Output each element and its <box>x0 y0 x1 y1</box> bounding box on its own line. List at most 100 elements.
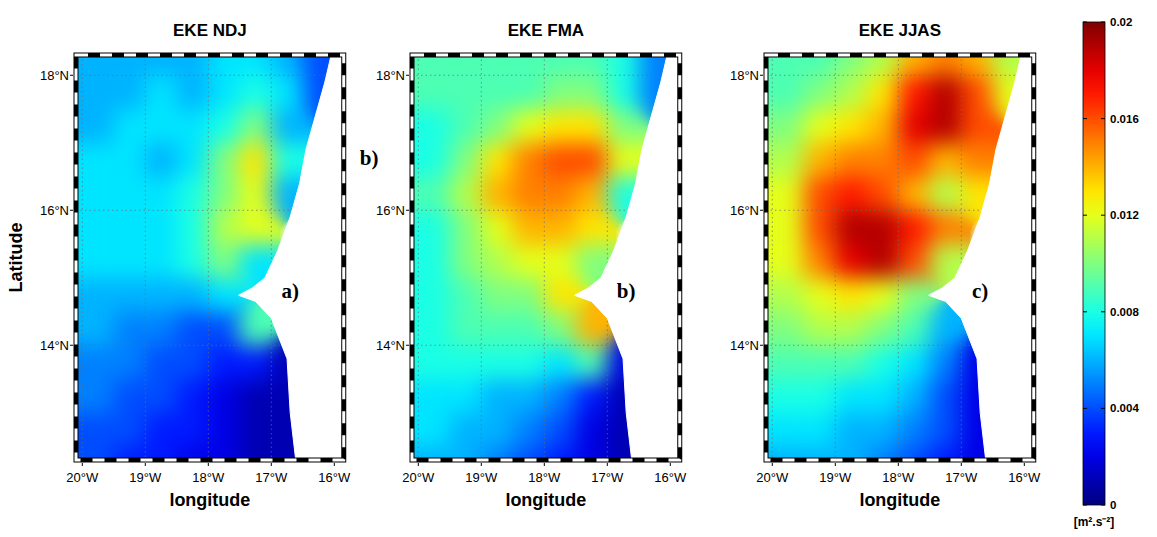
tick <box>145 463 146 466</box>
eke-cell <box>898 109 930 143</box>
eke-cell <box>114 210 146 244</box>
eke-cell <box>114 55 146 76</box>
x-tick-label: 20°W <box>402 470 435 485</box>
plot-area <box>76 55 344 460</box>
eke-cell <box>145 210 177 244</box>
panel: 20°W19°W18°W17°W16°W14°N16°N18°NEKE NDJl… <box>6 21 378 510</box>
eke-cell <box>177 278 209 312</box>
eke-cell <box>114 278 146 312</box>
eke-cell <box>867 210 899 244</box>
frame-dash <box>766 55 1034 460</box>
eke-cell <box>481 312 513 346</box>
eke-cell <box>177 75 209 109</box>
eke-cell <box>82 75 114 109</box>
eke-cell <box>240 312 272 346</box>
eke-cell <box>867 278 899 312</box>
eke-cell <box>867 312 899 346</box>
panel: 20°W19°W18°W17°W16°W14°N16°N18°NEKE FMAl… <box>376 21 700 510</box>
eke-cell <box>145 345 177 379</box>
eke-cell <box>930 345 962 379</box>
eke-cell <box>835 244 867 278</box>
eke-cell <box>513 345 545 379</box>
eke-cell <box>898 55 930 76</box>
y-tick-label: 16°N <box>730 203 759 218</box>
eke-cell <box>961 75 993 109</box>
eke-cell <box>867 55 899 76</box>
eke-cell <box>450 312 482 346</box>
eke-cell <box>418 312 450 346</box>
eke-cell <box>145 55 177 76</box>
panel-title: EKE FMA <box>508 21 585 40</box>
eke-cell <box>481 55 513 76</box>
eke-cell <box>240 345 272 379</box>
eke-cell <box>114 109 146 143</box>
eke-cell <box>450 210 482 244</box>
eke-cell <box>772 55 804 76</box>
x-tick-label: 17°W <box>255 470 288 485</box>
eke-cell <box>513 55 545 76</box>
y-tick-label: 14°N <box>730 338 759 353</box>
eke-cell <box>867 244 899 278</box>
eke-cell <box>930 143 962 177</box>
eke-cell <box>772 143 804 177</box>
y-axis-title: Latitude <box>6 223 26 293</box>
eke-cell <box>835 379 867 413</box>
land <box>929 55 1034 460</box>
eke-cell <box>450 55 482 76</box>
eke-cell <box>513 278 545 312</box>
eke-cell <box>898 278 930 312</box>
eke-cell <box>804 210 836 244</box>
x-tick-label: 18°W <box>528 470 561 485</box>
colorbar-tick-label: 0.016 <box>1110 113 1139 125</box>
eke-cell <box>576 210 608 244</box>
eke-cell <box>835 413 867 447</box>
eke-cell <box>772 244 804 278</box>
tick <box>208 463 209 466</box>
grid-line <box>607 55 608 460</box>
eke-cell <box>240 143 272 177</box>
eke-cell <box>513 413 545 447</box>
eke-cell <box>145 379 177 413</box>
frame <box>76 55 344 460</box>
colorbar-tick-label: 0.012 <box>1110 209 1139 221</box>
figure-svg: 20°W19°W18°W17°W16°W14°N16°N18°NEKE NDJl… <box>0 0 1157 537</box>
eke-cell <box>772 379 804 413</box>
eke-cell <box>835 55 867 76</box>
eke-cell <box>772 109 804 143</box>
eke-cell <box>418 143 450 177</box>
eke-cell <box>177 143 209 177</box>
eke-cell <box>544 345 576 379</box>
eke-cell <box>450 109 482 143</box>
x-tick-label: 17°W <box>591 470 624 485</box>
eke-cell <box>898 345 930 379</box>
eke-cell <box>513 143 545 177</box>
eke-cell <box>576 312 608 346</box>
eke-cell <box>898 312 930 346</box>
colorbar-tick-label: 0.004 <box>1110 402 1139 414</box>
tick <box>70 210 73 211</box>
grid-line <box>145 55 146 460</box>
tick <box>670 463 671 466</box>
y-tick-label: 14°N <box>40 338 69 353</box>
x-axis-title: longitude <box>859 490 940 510</box>
eke-cell <box>513 244 545 278</box>
eke-cell <box>418 413 450 447</box>
eke-cell <box>82 278 114 312</box>
eke-cell <box>867 177 899 211</box>
colorbar-tick <box>1083 408 1087 409</box>
eke-cell <box>930 55 962 76</box>
eke-cell <box>82 379 114 413</box>
grid-line <box>961 55 962 460</box>
x-tick-label: 19°W <box>465 470 498 485</box>
tick <box>406 210 409 211</box>
colorbar-tick <box>1083 118 1087 119</box>
eke-cell <box>481 75 513 109</box>
colorbar-tick <box>1101 408 1105 409</box>
tick <box>772 463 773 466</box>
eke-cell <box>930 177 962 211</box>
eke-cell <box>772 278 804 312</box>
eke-cell <box>208 210 240 244</box>
eke-cell <box>544 143 576 177</box>
eke-cell <box>607 143 639 177</box>
eke-cell <box>576 345 608 379</box>
